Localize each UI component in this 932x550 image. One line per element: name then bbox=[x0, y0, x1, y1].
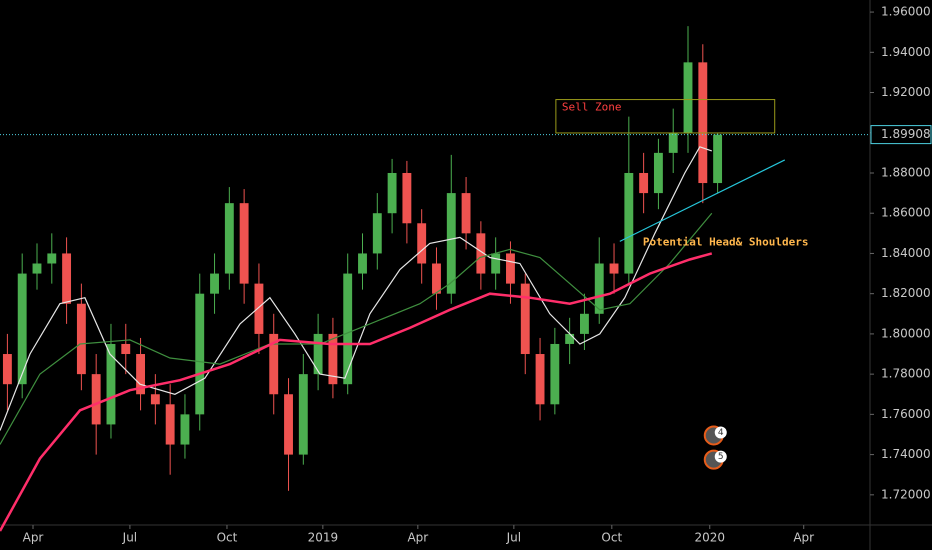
candle-body bbox=[387, 172, 397, 214]
candle-body bbox=[343, 273, 353, 385]
candle-body bbox=[136, 354, 145, 395]
x-tick-label: Jul bbox=[122, 531, 137, 545]
candle-body bbox=[580, 313, 589, 334]
candle-body bbox=[402, 172, 412, 224]
x-tick-label: Oct bbox=[601, 531, 622, 545]
candle-body bbox=[328, 333, 338, 385]
y-tick-label: 1.72000 bbox=[881, 487, 931, 501]
candle-body bbox=[210, 273, 219, 294]
y-tick-label: 1.82000 bbox=[881, 286, 931, 300]
candle-body bbox=[683, 62, 693, 133]
candle-body bbox=[594, 263, 604, 314]
candle-body bbox=[372, 213, 382, 254]
candle-body bbox=[121, 343, 131, 355]
candle-body bbox=[180, 414, 190, 445]
candle-body bbox=[535, 354, 545, 405]
y-tick-label: 1.80000 bbox=[881, 326, 931, 340]
candle-body bbox=[254, 283, 264, 334]
last-price-box bbox=[870, 125, 932, 145]
candle-body bbox=[565, 333, 575, 344]
candle-body bbox=[2, 354, 12, 385]
candle-body bbox=[76, 303, 86, 375]
y-tick-label: 1.94000 bbox=[881, 45, 931, 59]
candle-body bbox=[698, 62, 708, 184]
candle-body bbox=[298, 374, 308, 455]
sell-zone-box bbox=[555, 99, 776, 134]
y-tick-label: 1.74000 bbox=[881, 447, 931, 461]
x-tick-label: 2019 bbox=[308, 531, 339, 545]
x-tick-label: Apr bbox=[23, 531, 44, 545]
candle-body bbox=[639, 172, 649, 194]
moving-average-line bbox=[0, 252, 713, 532]
candle-body bbox=[239, 203, 249, 284]
y-tick-label: 1.96000 bbox=[881, 5, 931, 19]
y-tick-label: 1.76000 bbox=[881, 407, 931, 421]
candle-body bbox=[358, 253, 367, 274]
candle-body bbox=[476, 233, 486, 274]
candle-body bbox=[62, 253, 72, 304]
x-tick-label: Oct bbox=[217, 531, 238, 545]
candle-body bbox=[609, 263, 619, 274]
candle-body bbox=[106, 343, 116, 425]
annotation: Potential Head& Shoulders bbox=[643, 235, 809, 248]
candle-body bbox=[461, 193, 471, 234]
candle-body bbox=[195, 293, 205, 415]
candle-body bbox=[506, 253, 515, 284]
event-count: 4 bbox=[718, 428, 724, 438]
candle-body bbox=[550, 343, 560, 405]
last-price-label: 1.89908 bbox=[881, 127, 931, 141]
x-tick-label: Jul bbox=[506, 531, 521, 545]
candle-body bbox=[432, 263, 441, 294]
candle-body bbox=[47, 253, 57, 264]
candle-body bbox=[446, 193, 456, 294]
candle-body bbox=[91, 374, 101, 425]
sell-zone-label: Sell Zone bbox=[562, 101, 622, 114]
x-tick-label: Apr bbox=[793, 531, 814, 545]
candle-body bbox=[713, 134, 723, 184]
candle-body bbox=[284, 394, 293, 455]
moving-average-line bbox=[0, 212, 713, 445]
candle-body bbox=[417, 223, 427, 264]
candle-body bbox=[313, 333, 323, 375]
candle-body bbox=[165, 404, 175, 445]
y-tick-label: 1.88000 bbox=[881, 165, 931, 179]
trendline bbox=[619, 159, 786, 242]
x-tick-label: Apr bbox=[407, 531, 428, 545]
candle-body bbox=[653, 152, 663, 194]
x-tick-label: 2020 bbox=[694, 531, 725, 545]
candle-body bbox=[624, 172, 634, 274]
event-count: 5 bbox=[718, 452, 724, 462]
moving-average-line bbox=[0, 146, 712, 431]
y-tick-label: 1.92000 bbox=[881, 85, 931, 99]
candle-body bbox=[269, 333, 279, 395]
candle-body bbox=[491, 253, 501, 274]
y-tick-label: 1.86000 bbox=[881, 206, 931, 220]
candle-body bbox=[224, 203, 234, 274]
y-tick-label: 1.78000 bbox=[881, 367, 931, 381]
event-badge bbox=[714, 426, 727, 439]
event-badge bbox=[714, 450, 727, 463]
candle-body bbox=[520, 283, 530, 355]
candle-body bbox=[150, 394, 160, 405]
candle-body bbox=[32, 263, 42, 274]
candle-body bbox=[668, 132, 678, 153]
candle-body bbox=[17, 273, 27, 385]
y-tick-label: 1.84000 bbox=[881, 246, 931, 260]
